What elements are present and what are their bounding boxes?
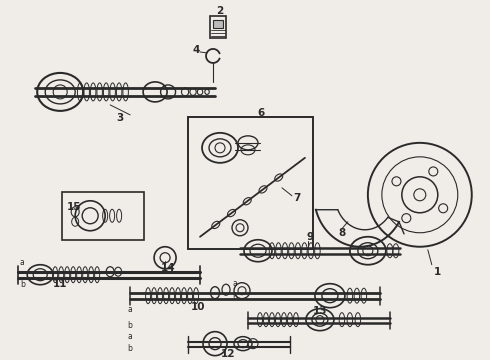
- Text: a: a: [128, 332, 132, 341]
- Bar: [213, 20, 223, 28]
- Text: b: b: [233, 293, 238, 302]
- Bar: [62, 192, 144, 240]
- Text: 8: 8: [338, 228, 345, 238]
- Bar: [188, 117, 313, 249]
- Bar: [210, 16, 226, 38]
- Text: 10: 10: [191, 302, 205, 312]
- Text: 7: 7: [293, 193, 301, 203]
- Text: 13: 13: [313, 306, 327, 316]
- Text: a: a: [128, 305, 132, 314]
- Text: b: b: [20, 280, 25, 289]
- Text: 3: 3: [117, 113, 124, 123]
- Text: 6: 6: [257, 108, 265, 118]
- Text: b: b: [128, 321, 133, 330]
- Text: 1: 1: [434, 267, 441, 277]
- Text: 2: 2: [217, 6, 223, 16]
- Text: 12: 12: [221, 348, 235, 359]
- Text: a: a: [233, 279, 237, 288]
- Text: 11: 11: [53, 279, 68, 289]
- Text: 15: 15: [67, 202, 81, 212]
- Text: 4: 4: [193, 45, 200, 55]
- Text: a: a: [20, 258, 24, 267]
- Text: 14: 14: [161, 263, 175, 273]
- Text: 9: 9: [306, 232, 314, 242]
- Text: b: b: [128, 344, 133, 353]
